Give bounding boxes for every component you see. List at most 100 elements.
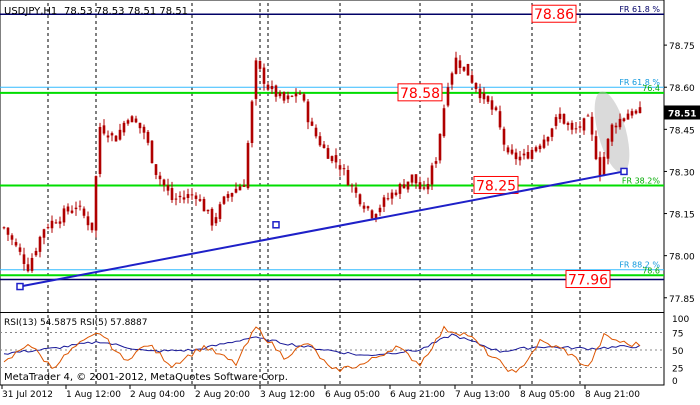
candle-body: [394, 192, 398, 195]
candle: [334, 148, 338, 169]
candle: [10, 233, 14, 246]
candle-body: [182, 197, 186, 200]
candle-body: [10, 235, 14, 240]
candle-body: [486, 96, 490, 102]
candle-body: [570, 122, 574, 130]
candle-body: [50, 220, 54, 229]
candle-body: [314, 127, 318, 137]
candle: [214, 212, 218, 227]
candle-body: [154, 164, 158, 175]
candle: [518, 151, 522, 166]
candle-body: [298, 93, 302, 95]
level-value-text-0: 78.86: [534, 7, 574, 23]
candle-body: [242, 185, 246, 187]
candle-body: [558, 113, 562, 120]
level-value-box-2: 78.58: [397, 83, 443, 102]
candle-body: [174, 198, 178, 200]
candle: [198, 194, 202, 203]
candle: [514, 148, 518, 165]
candle-body: [418, 182, 422, 190]
level-value-text-6: 77.96: [568, 273, 608, 289]
candle: [326, 144, 330, 159]
candle-body: [262, 67, 266, 84]
trend-anchor-handle[interactable]: [16, 282, 24, 291]
y-tick-label: 78.15: [669, 211, 695, 221]
candle-body: [54, 222, 58, 224]
candle-body: [326, 148, 330, 159]
x-tick-label: 3 Aug 12:00: [260, 390, 315, 400]
candle: [570, 120, 574, 135]
candle-body: [70, 210, 74, 213]
candle: [174, 193, 178, 206]
candle-body: [586, 115, 590, 117]
candle: [442, 104, 446, 138]
candle: [586, 113, 590, 117]
candle-body: [14, 242, 18, 246]
candle-body: [478, 88, 482, 99]
candle-body: [246, 142, 250, 189]
candle: [30, 253, 34, 273]
candle: [294, 88, 298, 103]
candle-body: [110, 133, 114, 136]
candle: [630, 108, 634, 119]
candle: [270, 80, 274, 95]
candle: [62, 205, 66, 226]
candle: [258, 60, 262, 71]
candle-body: [410, 174, 414, 183]
candle-body: [82, 208, 86, 216]
candle-body: [206, 209, 210, 212]
candle-body: [398, 184, 402, 194]
candle-body: [214, 217, 218, 224]
candle-body: [578, 126, 582, 128]
candle: [446, 82, 450, 108]
candle: [86, 211, 90, 231]
candle: [306, 99, 310, 130]
candle: [2, 226, 6, 230]
trend-anchor-handle[interactable]: [620, 167, 628, 176]
candle-body: [634, 110, 638, 114]
candle-body: [366, 206, 370, 209]
candle-body: [34, 250, 38, 256]
candle: [438, 133, 442, 164]
level-label-3: FR 38.2%: [622, 176, 661, 185]
candle-body: [554, 117, 558, 126]
x-tick-label: 8 Aug 05:00: [520, 390, 575, 400]
candle: [390, 189, 394, 205]
candle: [66, 203, 70, 215]
candle-body: [258, 60, 262, 69]
candle-body: [202, 198, 206, 212]
candle-body: [462, 66, 466, 71]
candle-body: [322, 144, 326, 149]
level-value-text-2: 78.58: [400, 86, 440, 102]
candle-body: [66, 206, 70, 212]
candle: [474, 82, 478, 93]
trend-anchor-handle[interactable]: [272, 221, 280, 229]
candle-body: [334, 155, 338, 163]
candle: [54, 219, 58, 224]
candle-body: [514, 152, 518, 160]
candle-body: [38, 236, 42, 252]
candle: [638, 101, 642, 114]
candle-body: [26, 264, 30, 272]
candle: [262, 63, 266, 91]
candle: [454, 51, 458, 75]
candle-body: [446, 87, 450, 106]
candle: [234, 182, 238, 194]
candle-body: [382, 197, 386, 207]
candle: [566, 121, 570, 131]
x-tick-label: 31 Jul 2012: [2, 390, 53, 400]
candle: [554, 114, 558, 130]
candle: [558, 107, 562, 123]
candle: [470, 70, 474, 84]
candle-body: [190, 194, 194, 196]
trend-line[interactable]: [19, 170, 625, 288]
candle: [6, 227, 10, 241]
candle: [190, 188, 194, 200]
candle: [130, 115, 134, 123]
candle: [482, 87, 486, 104]
candle: [278, 90, 282, 99]
x-tick-label: 6 Aug 21:00: [390, 390, 445, 400]
candle: [430, 162, 434, 190]
